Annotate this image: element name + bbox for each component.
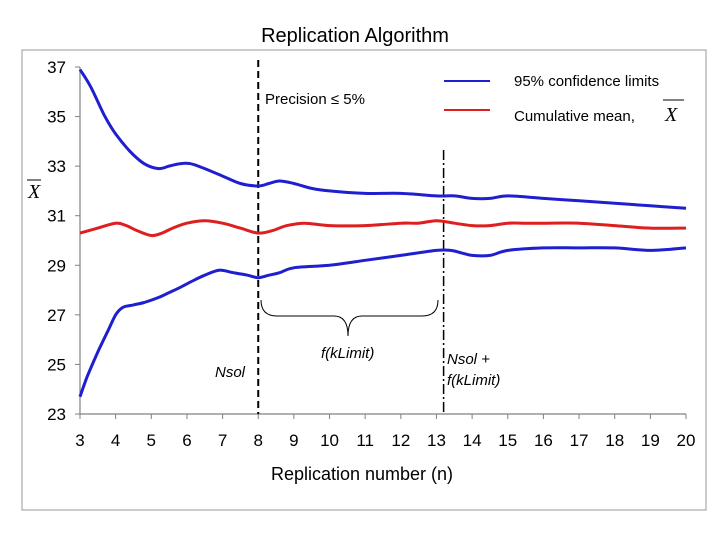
x-tick-label: 5 xyxy=(147,431,156,450)
y-tick-label: 27 xyxy=(47,306,66,325)
x-axis-label: Replication number (n) xyxy=(271,464,453,484)
y-tick-label: 23 xyxy=(47,405,66,424)
y-tick-label: 35 xyxy=(47,108,66,127)
x-ticks: 3 4 5 6 7 8 9 10 11 12 13 14 15 16 17 18 19 20 xyxy=(75,414,695,450)
x-tick-label: 6 xyxy=(182,431,191,450)
y-tick-label: 29 xyxy=(47,256,66,275)
nsol-plus-annotation-line1: Nsol + xyxy=(447,351,490,368)
y-tick-label: 37 xyxy=(47,58,66,77)
chart-title: Replication Algorithm xyxy=(261,25,449,47)
legend-label-confidence: 95% confidence limits xyxy=(514,73,659,90)
nsol-annotation: Nsol xyxy=(215,364,246,381)
upper-confidence-limit-line xyxy=(78,68,687,210)
lower-confidence-limit-line xyxy=(78,246,687,398)
x-tick-label: 9 xyxy=(289,431,298,450)
series-group xyxy=(78,68,687,398)
x-tick-label: 12 xyxy=(391,431,410,450)
nsol-plus-annotation-line2: f(kLimit) xyxy=(447,372,500,389)
x-tick-label: 14 xyxy=(463,431,482,450)
legend-mean-symbol: X xyxy=(664,104,678,126)
chart-frame xyxy=(21,49,707,511)
x-tick-label: 4 xyxy=(111,431,120,450)
y-axis-label-text: X xyxy=(27,181,41,203)
x-tick-label: 19 xyxy=(641,431,660,450)
x-tick-label: 16 xyxy=(534,431,553,450)
cumulative-mean-line xyxy=(79,219,687,238)
fklimit-annotation: f(kLimit) xyxy=(321,345,374,362)
y-ticks: 23 25 27 29 31 33 35 37 xyxy=(47,58,80,424)
x-tick-label: 18 xyxy=(605,431,624,450)
x-tick-label: 8 xyxy=(254,431,263,450)
x-tick-label: 13 xyxy=(427,431,446,450)
precision-annotation: Precision ≤ 5% xyxy=(265,91,365,108)
legend: 95% confidence limits Cumulative mean, X xyxy=(444,73,684,126)
x-tick-label: 20 xyxy=(677,431,696,450)
y-axis-label: X xyxy=(27,179,41,203)
axes xyxy=(79,67,686,415)
y-tick-label: 31 xyxy=(47,207,66,226)
x-tick-label: 7 xyxy=(218,431,227,450)
x-tick-label: 11 xyxy=(356,431,374,450)
y-tick-label: 25 xyxy=(47,355,66,374)
x-tick-label: 3 xyxy=(75,431,84,450)
range-brace xyxy=(260,299,439,337)
x-tick-label: 15 xyxy=(498,431,517,450)
legend-label-mean: Cumulative mean, xyxy=(514,108,635,125)
x-tick-label: 10 xyxy=(320,431,339,450)
y-tick-label: 33 xyxy=(47,157,66,176)
x-tick-label: 17 xyxy=(570,431,589,450)
